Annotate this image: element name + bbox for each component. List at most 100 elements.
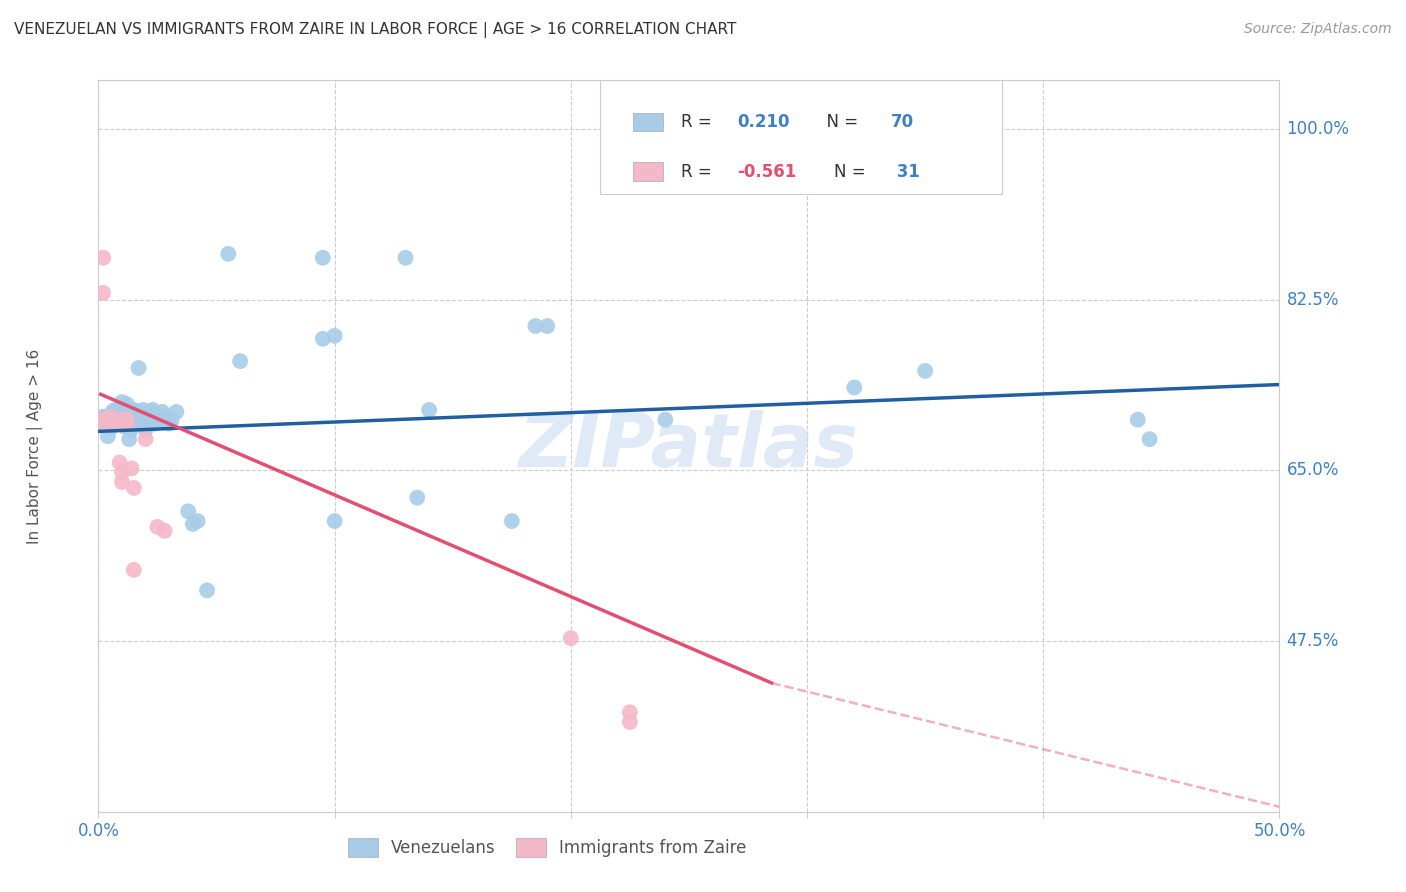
- Point: [406, 491, 429, 505]
- Point: [97, 417, 120, 431]
- Point: [105, 412, 128, 426]
- Point: [98, 409, 121, 424]
- Point: [118, 405, 141, 419]
- Point: [187, 514, 209, 528]
- Point: [90, 415, 112, 429]
- Point: [115, 397, 138, 411]
- Point: [122, 481, 145, 495]
- Point: [312, 251, 335, 265]
- Point: [153, 524, 176, 538]
- Point: [165, 405, 187, 419]
- Point: [94, 412, 117, 426]
- Point: [323, 514, 346, 528]
- Point: [128, 361, 150, 376]
- Point: [129, 417, 152, 431]
- Point: [111, 395, 134, 409]
- Point: [112, 412, 135, 426]
- Point: [121, 409, 143, 424]
- Point: [914, 364, 936, 378]
- Point: [115, 415, 138, 429]
- Point: [98, 417, 121, 431]
- Point: [94, 409, 117, 424]
- Point: [121, 461, 143, 475]
- Point: [111, 475, 134, 489]
- Text: 0.210: 0.210: [737, 113, 790, 131]
- Point: [135, 409, 157, 424]
- Point: [418, 403, 440, 417]
- Point: [177, 504, 200, 518]
- Point: [135, 432, 157, 446]
- Point: [104, 412, 127, 426]
- Point: [122, 563, 145, 577]
- Point: [524, 319, 547, 334]
- FancyBboxPatch shape: [634, 113, 664, 131]
- Point: [91, 409, 114, 424]
- Point: [157, 417, 180, 431]
- Point: [229, 354, 252, 368]
- Point: [146, 520, 169, 534]
- Text: 82.5%: 82.5%: [1286, 291, 1339, 309]
- Text: R =: R =: [681, 162, 717, 180]
- Point: [104, 403, 127, 417]
- Point: [115, 417, 138, 431]
- Point: [108, 456, 131, 470]
- Point: [1126, 412, 1149, 426]
- Point: [135, 422, 157, 436]
- FancyBboxPatch shape: [634, 162, 664, 181]
- Point: [101, 405, 124, 419]
- Point: [108, 415, 131, 429]
- Point: [121, 422, 143, 436]
- Point: [101, 419, 124, 434]
- Text: In Labor Force | Age > 16: In Labor Force | Age > 16: [27, 349, 44, 543]
- Point: [112, 417, 135, 431]
- Point: [98, 409, 121, 424]
- Point: [112, 419, 135, 434]
- Point: [536, 319, 558, 334]
- Point: [195, 583, 218, 598]
- Text: 31: 31: [891, 162, 920, 180]
- Point: [143, 417, 166, 431]
- Text: -0.561: -0.561: [737, 162, 797, 180]
- Point: [115, 412, 138, 426]
- Text: 65.0%: 65.0%: [1286, 461, 1339, 479]
- Point: [146, 412, 169, 426]
- Point: [619, 705, 641, 719]
- Point: [98, 412, 121, 426]
- FancyBboxPatch shape: [600, 80, 1002, 194]
- Point: [94, 417, 117, 431]
- Point: [501, 514, 523, 528]
- Point: [560, 631, 582, 645]
- Point: [128, 405, 150, 419]
- Text: ZIPatlas: ZIPatlas: [519, 409, 859, 483]
- Point: [1139, 432, 1161, 446]
- Point: [108, 417, 131, 431]
- Point: [91, 251, 114, 265]
- Point: [118, 432, 141, 446]
- Point: [91, 285, 114, 300]
- Point: [105, 409, 128, 424]
- Point: [394, 251, 416, 265]
- Point: [101, 412, 124, 426]
- Point: [132, 403, 155, 417]
- Point: [619, 714, 641, 729]
- Point: [97, 429, 120, 443]
- Point: [153, 415, 176, 429]
- Point: [181, 516, 204, 531]
- Point: [97, 412, 120, 426]
- Point: [129, 412, 152, 426]
- Text: VENEZUELAN VS IMMIGRANTS FROM ZAIRE IN LABOR FORCE | AGE > 16 CORRELATION CHART: VENEZUELAN VS IMMIGRANTS FROM ZAIRE IN L…: [14, 22, 737, 38]
- Point: [139, 415, 162, 429]
- Point: [125, 412, 148, 426]
- Text: N =: N =: [817, 113, 863, 131]
- Point: [91, 417, 114, 431]
- Point: [323, 328, 346, 343]
- Point: [122, 403, 145, 417]
- Text: 100.0%: 100.0%: [1286, 120, 1350, 138]
- Point: [111, 466, 134, 480]
- Point: [111, 409, 134, 424]
- Point: [156, 409, 179, 424]
- Point: [105, 417, 128, 431]
- Point: [150, 405, 173, 419]
- Point: [112, 403, 135, 417]
- Text: R =: R =: [681, 113, 717, 131]
